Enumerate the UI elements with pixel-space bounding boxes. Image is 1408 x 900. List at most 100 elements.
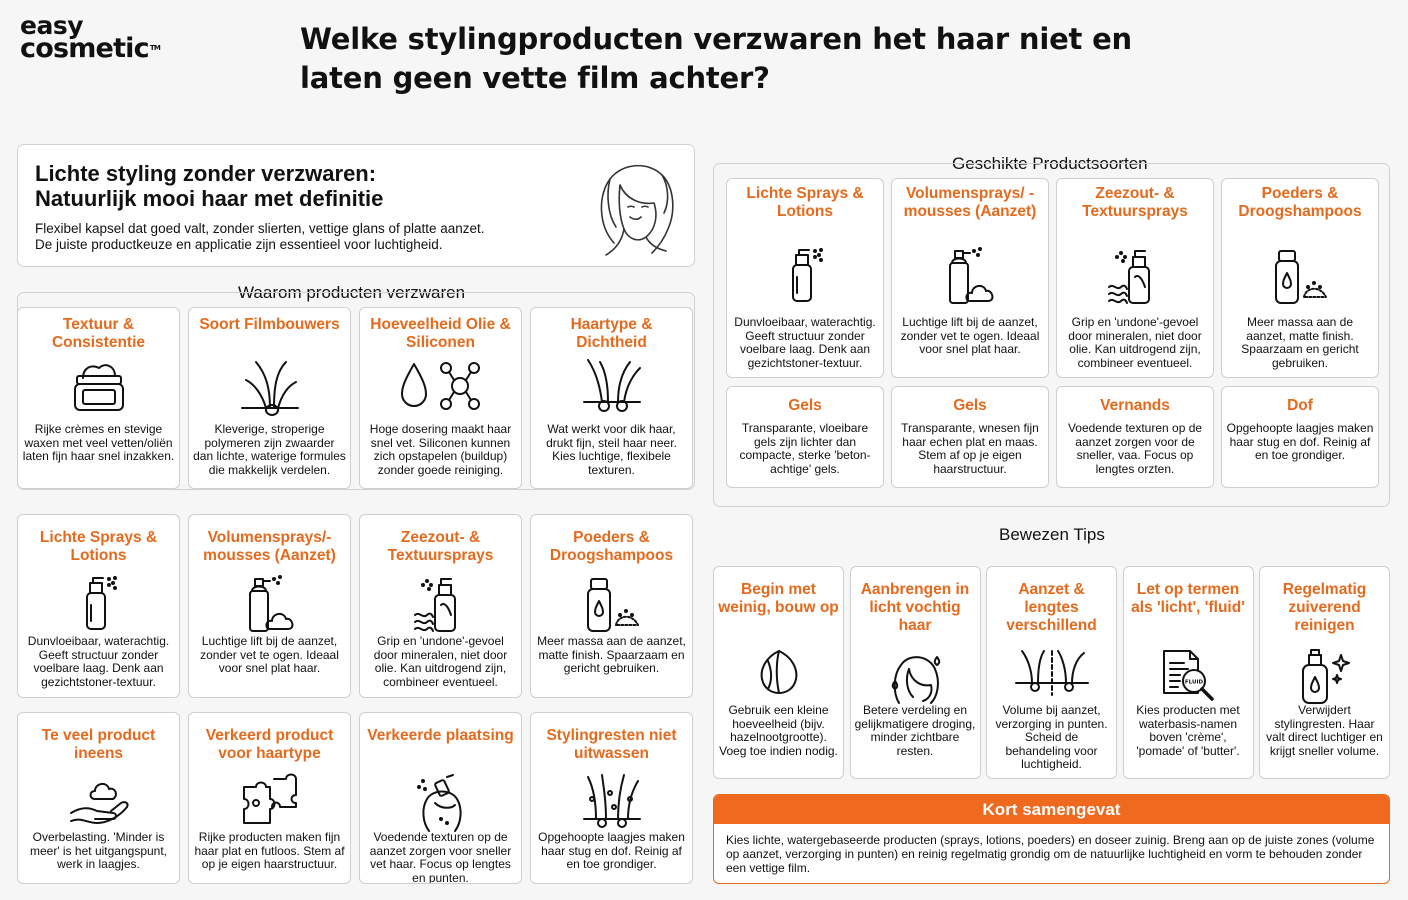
left-type-card: Lichte Sprays & Lotions Dunvloeibaar, wat… <box>17 514 180 698</box>
jar-icon <box>69 358 129 419</box>
card-title: Poeders & Droogshampoos <box>1238 185 1362 220</box>
why-card: Textuur & Consistentie Rijke crèmes en st… <box>17 307 180 489</box>
intro-heading-line2: Natuurlijk mooi haar met definitie <box>35 186 384 211</box>
summary-box: Kort samengevat Kies lichte, watergebase… <box>713 794 1390 884</box>
type-card: Lichte Sprays & Lotions Dunvloeibaar, wat… <box>726 178 884 378</box>
type-card: Zeezout- & Textuursprays Grip en 'undone'… <box>1056 178 1214 378</box>
oil-drop-molecule-icon <box>396 358 486 419</box>
card-title: Verkeerde plaatsing <box>367 727 514 744</box>
card-title: Haartype & Dichtheid <box>570 316 653 351</box>
brand-tm: TM <box>149 44 161 52</box>
card-description: Gebruik een kleine hoeveelheid (bijv. ha… <box>719 703 838 758</box>
card-title: Poeders & Droogshampoos <box>549 529 674 564</box>
card-description: Opgehoopte laagjes maken haar stug en do… <box>538 830 685 872</box>
hair-strand-icon <box>240 358 300 423</box>
card-description: Opgehoopte laagjes maken haar stug en do… <box>1226 421 1374 463</box>
intro-heading-line1: Lichte styling zonder verzwaren: <box>35 161 377 186</box>
card-title: Stylingresten niet uitwassen <box>546 727 677 762</box>
card-description: Kies producten met waterbasis-namen bove… <box>1136 703 1240 758</box>
powder-bottle-icon <box>582 575 642 638</box>
clarifying-shampoo-icon <box>1297 647 1353 710</box>
card-description: Hoge dosering maakt haar snel vet. Silic… <box>369 422 512 477</box>
card-title: Soort Filmbouwers <box>199 316 340 333</box>
card-description: Meer massa aan de aanzet, matte finish. … <box>1241 315 1359 370</box>
intro-panel: Lichte styling zonder verzwaren: Natuurl… <box>17 144 695 267</box>
card-description: Dunvloeibaar, waterachtig. Geeft structu… <box>27 634 170 689</box>
card-title: Zeezout- & Textuursprays <box>1082 185 1188 220</box>
mousse-can-icon <box>944 247 996 310</box>
card-description: Dunvloeibaar, waterachtig. Geeft structu… <box>734 315 876 370</box>
card-description: Meer massa aan de aanzet, matte finish. … <box>537 634 686 676</box>
woman-face-icon <box>600 164 674 256</box>
brand-line1: easy <box>20 11 84 40</box>
card-title: Let op termen als 'licht', 'fluid' <box>1131 581 1245 616</box>
card-description: Betere verdeling en gelijkmatigere drogi… <box>854 703 976 758</box>
card-description: Wat werkt voor dik haar, drukt fijn, ste… <box>546 422 677 477</box>
tip-card: Begin met weinig, bouw op Gebruik een kle… <box>713 566 844 779</box>
card-title: Hoeveelheid Olie & Siliconen <box>370 316 511 351</box>
card-title: Gels <box>953 397 987 414</box>
why-card: Haartype & Dichtheid Wat werkt voor dik h… <box>530 307 693 489</box>
why-card: Hoeveelheid Olie & Siliconen Hoge doserin… <box>359 307 522 489</box>
type-card: Volumensprays/ -mousses (Aanzet) Luchtige… <box>891 178 1049 378</box>
mistake-card: Te veel product ineens Overbelasting. 'Mi… <box>17 712 180 884</box>
section-tips-label: Bewezen Tips <box>991 525 1113 545</box>
type-card: Gels Transparante, wnesen fijn haar echen… <box>891 386 1049 488</box>
brand-line2: cosmetic <box>20 33 150 64</box>
summary-text: Kies lichte, watergebaseerde producten (… <box>726 833 1375 875</box>
card-description: Rijke crèmes en stevige waxen met veel v… <box>22 422 175 464</box>
card-title: Verkeerd product voor haartype <box>205 727 334 762</box>
mistake-card: Verkeerde plaatsing Voedende texturen op … <box>359 712 522 884</box>
tip-card: Aanbrengen in licht vochtig haar Betere v… <box>849 566 981 779</box>
card-description: Grip en 'undone'-gevoel door mineralen, … <box>373 634 508 689</box>
spray-bottle-icon <box>785 247 825 308</box>
left-type-card: Poeders & Droogshampoos Meer massa aan de… <box>530 514 693 698</box>
head-spray-icon <box>411 773 471 838</box>
card-title: Zeezout- & Textuursprays <box>387 529 494 564</box>
card-title: Vernands <box>1100 397 1170 414</box>
spray-bottle-icon <box>79 575 119 636</box>
left-type-card: Volumensprays/-mousses (Aanzet) Luchtige … <box>188 514 351 698</box>
card-title: Aanzet & lengtes verschillend <box>1006 581 1097 634</box>
intro-text-line2: De juiste productkeuze en applicatie zij… <box>35 237 443 252</box>
intro-text: Flexibel kapsel dat goed valt, zonder sl… <box>35 221 485 253</box>
type-card: Vernands Voedende texturen op de aanzet z… <box>1056 386 1214 488</box>
label-magnifier-icon: FLUID <box>1158 647 1218 708</box>
puzzle-icon <box>240 773 300 834</box>
hair-follicle-icon <box>582 358 642 419</box>
card-title: Aanbrengen in licht vochtig haar <box>860 581 970 634</box>
svg-text:FLUID: FLUID <box>1185 680 1204 686</box>
damp-hair-head-icon <box>887 647 943 710</box>
hazelnut-icon <box>756 647 802 700</box>
powder-bottle-icon <box>1270 247 1330 310</box>
mousse-can-icon <box>244 575 296 638</box>
card-title: Regelmatig zuiverend reinigen <box>1282 581 1367 634</box>
type-card: Poeders & Droogshampoos Meer massa aan de… <box>1221 178 1379 378</box>
card-description: Voedende texturen op de aanzet zorgen vo… <box>1067 421 1203 476</box>
card-title: Volumensprays/ -mousses (Aanzet) <box>903 185 1037 220</box>
card-title: Dof <box>1287 397 1313 414</box>
card-description: Kleverige, stroperige polymeren zijn zwa… <box>193 422 346 477</box>
tip-card: Let op termen als 'licht', 'fluid' FLUID K… <box>1122 566 1254 779</box>
card-description: Luchtige lift bij de aanzet, zonder vet … <box>200 634 339 676</box>
card-description: Overbelasting. 'Minder is meer' is het u… <box>29 830 168 872</box>
tip-card: Regelmatig zuiverend reinigen Verwijdert … <box>1259 566 1390 779</box>
left-type-card: Zeezout- & Textuursprays Grip en 'undone'… <box>359 514 522 698</box>
buildup-hair-icon <box>582 773 642 834</box>
card-title: Textuur & Consistentie <box>51 316 145 351</box>
type-card: Dof Opgehoopte laagjes maken haar stug en… <box>1221 386 1379 488</box>
card-description: Transparante, wnesen fijn haar echen pla… <box>901 421 1039 476</box>
types-panel-frame <box>713 163 1390 507</box>
page-title: Welke stylingproducten verzwaren het haa… <box>300 22 1133 95</box>
mistake-card: Verkeerd product voor haartype Rijke prod… <box>188 712 351 884</box>
brand-logo: easy cosmeticTM <box>20 11 161 62</box>
card-title: Begin met weinig, bouw op <box>718 581 839 616</box>
card-title: Lichte Sprays & Lotions <box>746 185 864 220</box>
section-why-label: Waarom producten verzwaren <box>230 283 474 303</box>
card-description: Verwijdert stylingresten. Haar valt dire… <box>1266 703 1383 758</box>
intro-heading: Lichte styling zonder verzwaren: Natuurl… <box>35 161 383 211</box>
card-description: Transparante, vloeibare gels zijn lichte… <box>739 421 871 476</box>
mistake-card: Stylingresten niet uitwassen Opgehoopte l… <box>530 712 693 884</box>
card-description: Grip en 'undone'-gevoel door mineralen, … <box>1068 315 1202 370</box>
card-description: Rijke producten maken fijn haar plat en … <box>194 830 345 872</box>
